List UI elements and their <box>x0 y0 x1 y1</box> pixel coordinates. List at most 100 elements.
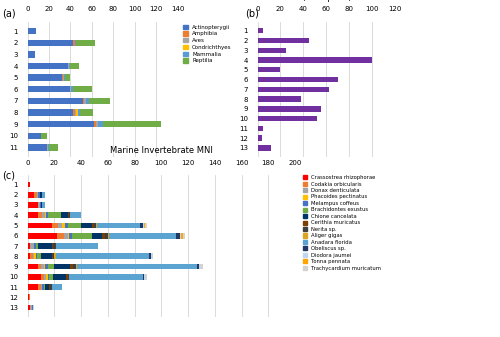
Bar <box>38 284 41 290</box>
Bar <box>76 264 77 269</box>
Bar <box>176 233 180 239</box>
Bar <box>34 192 37 197</box>
Bar <box>28 223 52 228</box>
Bar <box>28 212 38 218</box>
Bar <box>74 40 76 46</box>
Bar <box>76 109 78 116</box>
Bar <box>28 202 38 208</box>
Bar <box>38 264 41 269</box>
Bar <box>47 144 48 151</box>
Bar <box>52 253 53 259</box>
Bar <box>40 192 42 197</box>
Bar <box>105 233 108 239</box>
Bar <box>145 223 146 228</box>
Bar <box>102 121 162 127</box>
Bar <box>37 192 38 197</box>
Bar <box>42 202 45 208</box>
Bar <box>41 274 43 280</box>
Bar <box>28 51 35 58</box>
Bar <box>258 77 338 82</box>
Bar <box>68 223 81 228</box>
Bar <box>42 132 47 139</box>
Bar <box>65 74 70 81</box>
Bar <box>149 253 150 259</box>
Bar <box>94 223 96 228</box>
Bar <box>28 295 29 300</box>
Bar <box>66 274 68 280</box>
Title: Vertebrate class NISP: Vertebrate class NISP <box>58 0 148 2</box>
Bar <box>28 284 38 290</box>
Bar <box>32 305 33 310</box>
Bar <box>45 264 48 269</box>
Bar <box>142 274 144 280</box>
Bar <box>77 264 198 269</box>
Text: (b): (b) <box>245 8 259 19</box>
Bar <box>258 48 286 53</box>
Bar <box>28 121 94 127</box>
Bar <box>30 305 32 310</box>
Bar <box>28 264 38 269</box>
Bar <box>258 96 301 102</box>
Bar <box>144 274 145 280</box>
Bar <box>62 74 63 81</box>
Bar <box>28 40 72 46</box>
Bar <box>258 126 263 131</box>
Bar <box>108 233 109 239</box>
Bar <box>258 38 309 43</box>
Bar <box>56 243 98 249</box>
Bar <box>182 233 186 239</box>
Bar <box>48 274 49 280</box>
Bar <box>53 274 66 280</box>
Bar <box>36 253 37 259</box>
Bar <box>34 253 35 259</box>
Bar <box>180 233 182 239</box>
Bar <box>48 212 61 218</box>
Bar <box>42 192 45 197</box>
Bar <box>46 212 48 218</box>
Bar <box>41 264 43 269</box>
Bar <box>83 98 84 104</box>
Bar <box>69 212 70 218</box>
Text: (c): (c) <box>2 170 16 180</box>
Bar <box>28 274 41 280</box>
Bar <box>48 144 49 151</box>
Bar <box>40 202 41 208</box>
Bar <box>65 223 68 228</box>
Bar <box>61 212 68 218</box>
Bar <box>70 86 72 92</box>
Bar <box>200 264 202 269</box>
Bar <box>68 63 70 69</box>
Bar <box>28 109 72 116</box>
Bar <box>28 28 36 34</box>
Bar <box>29 295 30 300</box>
Bar <box>63 74 64 81</box>
Bar <box>53 253 54 259</box>
Bar <box>72 233 92 239</box>
Bar <box>81 223 92 228</box>
Bar <box>45 212 46 218</box>
Text: (a): (a) <box>2 8 16 19</box>
Bar <box>57 233 64 239</box>
Bar <box>70 63 79 69</box>
Bar <box>73 264 76 269</box>
Bar <box>145 274 146 280</box>
Bar <box>38 212 42 218</box>
Bar <box>92 233 102 239</box>
Legend: Crassostrea rhizophorae, Codakia orbicularis, Donax denticulata, Phacoides pecti: Crassostrea rhizophorae, Codakia orbicul… <box>303 175 382 271</box>
Bar <box>92 223 94 228</box>
Bar <box>45 284 49 290</box>
Bar <box>68 274 69 280</box>
Bar <box>52 284 62 290</box>
Bar <box>53 243 56 249</box>
Bar <box>258 87 328 92</box>
Bar <box>28 192 34 197</box>
Bar <box>98 121 102 127</box>
Bar <box>44 274 46 280</box>
Bar <box>42 284 43 290</box>
Bar <box>49 284 50 290</box>
Bar <box>54 253 56 259</box>
Bar <box>94 121 96 127</box>
Bar <box>49 274 53 280</box>
Bar <box>33 305 34 310</box>
Legend: Actinopterygii, Amphibia, Aves, Condrichthyes, Mammalia, Reptilia: Actinopterygii, Amphibia, Aves, Condrich… <box>184 25 232 63</box>
